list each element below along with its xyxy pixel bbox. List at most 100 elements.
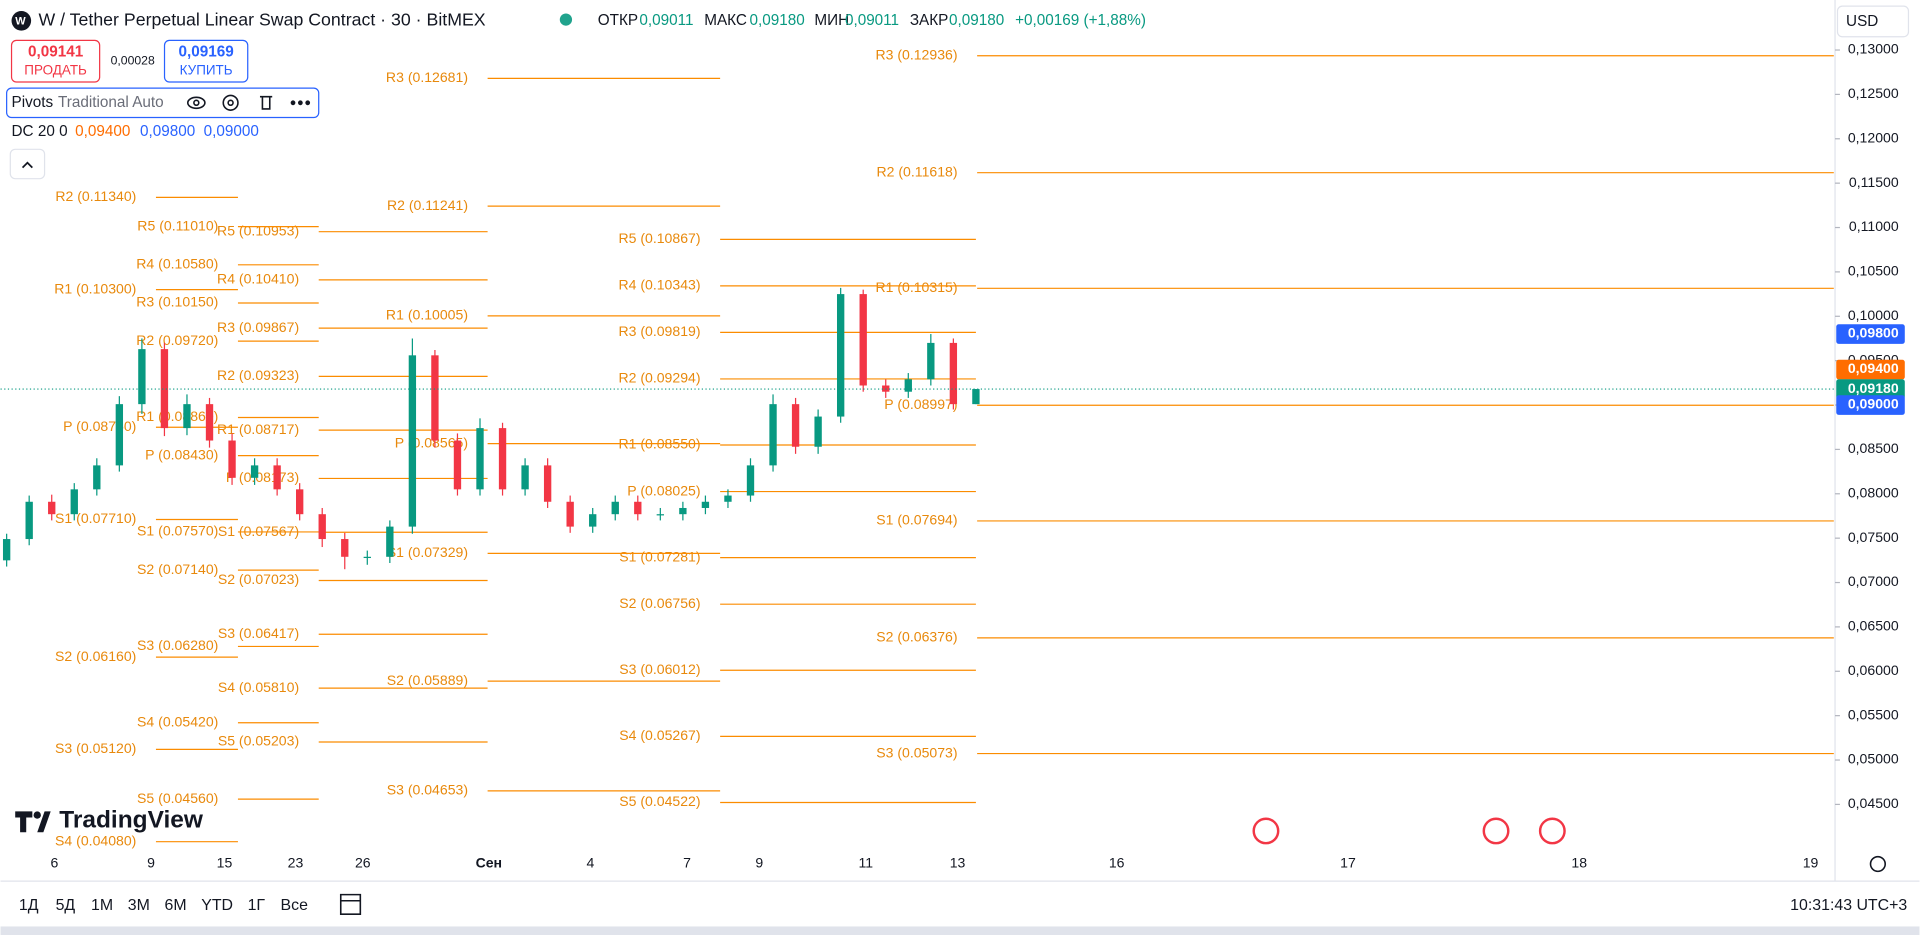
plot-area: R3 (0.12936) R2 (0.11618) R1 (0.10315) P (0… [2, 46, 1834, 848]
range-button[interactable]: 1М [91, 897, 113, 914]
indicator-value: 0,09800 [140, 123, 195, 140]
pivot-label: S3 (0.06012) [619, 661, 700, 677]
event-flag[interactable] [1538, 817, 1566, 845]
price-tag-label: 0,09000 [1848, 396, 1899, 412]
symbol-title[interactable]: W / Tether Perpetual Linear Swap Contrac… [38, 9, 485, 29]
candle-body [431, 355, 439, 441]
pivot-label: S2 (0.06756) [619, 595, 700, 611]
pivot-label: S5 (0.05203) [218, 733, 299, 749]
candle-body [318, 514, 326, 540]
sell-button[interactable] [10, 39, 101, 83]
y-tick-label: 0,05500 [1848, 706, 1899, 722]
x-tick-label: 19 [1803, 855, 1819, 871]
eye-icon[interactable] [186, 96, 206, 110]
pivot-label: S4 (0.05267) [619, 727, 700, 743]
range-button[interactable]: Все [281, 897, 309, 914]
logo-text: TradingView [59, 807, 204, 834]
x-tick-label: 9 [755, 855, 763, 871]
currency-button[interactable] [1836, 5, 1910, 38]
ohlc-value: 0,09180 [750, 12, 805, 29]
candle-body [250, 465, 259, 478]
range-button[interactable]: 1Д [19, 897, 39, 914]
date-range-icon[interactable] [339, 893, 362, 915]
pivot-label: R3 (0.12681) [386, 69, 468, 85]
candle-body [2, 539, 11, 561]
sell-price[interactable]: 0,09141 [28, 44, 84, 61]
candle-body [724, 495, 732, 502]
x-tick-label: 6 [50, 855, 58, 871]
candle-body [363, 556, 371, 559]
pivot-label: S3 (0.06280) [137, 637, 218, 653]
buy-button[interactable] [163, 39, 249, 83]
pivot-label: R5 (0.10867) [618, 230, 700, 246]
candle-body [656, 514, 665, 516]
pivot-label: S1 (0.07694) [876, 512, 957, 528]
spread: 0,00028 [111, 53, 155, 67]
more-icon[interactable] [305, 100, 311, 106]
tradingview-logo: TradingView [15, 807, 204, 834]
delete-icon[interactable] [259, 95, 273, 110]
ohlc-value: 0,09180 [949, 12, 1004, 29]
price-tag-label: 0,09800 [1848, 325, 1899, 341]
pivot-label: S4 (0.05810) [218, 679, 299, 695]
indicator-name[interactable]: Pivots [12, 94, 54, 111]
candle-body [115, 404, 124, 466]
pivot-label: R5 (0.11010) [137, 217, 218, 233]
ohlc-change: +0,00169 (+1,88%) [1015, 12, 1146, 29]
pivot-label: R2 (0.11340) [55, 188, 136, 204]
y-tick-label: 0,10000 [1848, 307, 1899, 323]
y-tick-label: 0,13000 [1848, 41, 1899, 57]
buy-price[interactable]: 0,09169 [179, 44, 234, 61]
candle-body [228, 440, 236, 478]
price-tag-label: 0,09400 [1848, 360, 1899, 376]
y-tick-label: 0,12000 [1848, 129, 1899, 145]
sell-label[interactable]: ПРОДАТЬ [24, 63, 87, 78]
indicator-name[interactable]: DC 20 0 [12, 123, 68, 140]
price-tag [1836, 359, 1905, 380]
buy-label[interactable]: КУПИТЬ [180, 63, 233, 78]
candle-body [611, 501, 619, 515]
pivot-label: R5 (0.10953) [217, 222, 299, 238]
price-tag [1836, 379, 1905, 399]
event-flag[interactable] [1482, 817, 1510, 845]
y-tick-label: 0,07000 [1848, 573, 1899, 589]
market-status[interactable] [559, 13, 573, 26]
event-flags [1252, 817, 1566, 845]
y-tick-label: 0,10500 [1848, 263, 1899, 279]
pivot-label: R1 (0.08860) [136, 408, 218, 424]
pivot-label: S4 (0.05420) [137, 713, 218, 729]
ohlc-label: ОТКР [598, 12, 638, 29]
x-tick-label: 9 [147, 855, 155, 871]
event-flag[interactable] [1252, 817, 1280, 845]
range-button[interactable]: 6М [164, 897, 186, 914]
range-button[interactable]: YTD [201, 897, 233, 914]
candle-body [160, 349, 169, 429]
range-button[interactable]: 3М [128, 897, 150, 914]
y-tick-label: 0,04500 [1848, 795, 1899, 811]
pivot-label: R4 (0.10343) [618, 277, 700, 293]
pivot-label: S1 (0.07329) [387, 544, 468, 560]
range-button[interactable]: 5Д [56, 897, 76, 914]
candle-body [386, 526, 394, 557]
range-toolbar: 1Д 5Д 1М 3М 6М YTD 1Г Все [19, 897, 308, 914]
pivots-legend[interactable] [6, 87, 320, 119]
y-tick-label: 0,06500 [1848, 618, 1899, 634]
pivot-label: R3 (0.09819) [618, 323, 700, 339]
candle-body [408, 355, 417, 527]
ohlc-value: 0,09011 [639, 12, 693, 29]
price-tag [1836, 324, 1905, 344]
settings-icon[interactable] [222, 94, 239, 111]
pivot-label: S1 (0.07570) [137, 523, 218, 539]
collapse-button[interactable] [9, 148, 46, 180]
candle-body [183, 404, 191, 429]
currency-label[interactable]: USD [1846, 13, 1878, 30]
x-tick-label: 13 [950, 855, 966, 871]
pivot-label: S1 (0.07710) [55, 510, 136, 526]
x-tick-label: 17 [1340, 855, 1356, 871]
pivot-label: R2 (0.09720) [136, 332, 218, 348]
y-tick-label: 0,07500 [1848, 529, 1899, 545]
candle-body [521, 465, 529, 490]
range-button[interactable]: 1Г [248, 897, 266, 914]
axis-settings-icon[interactable] [1869, 855, 1887, 873]
